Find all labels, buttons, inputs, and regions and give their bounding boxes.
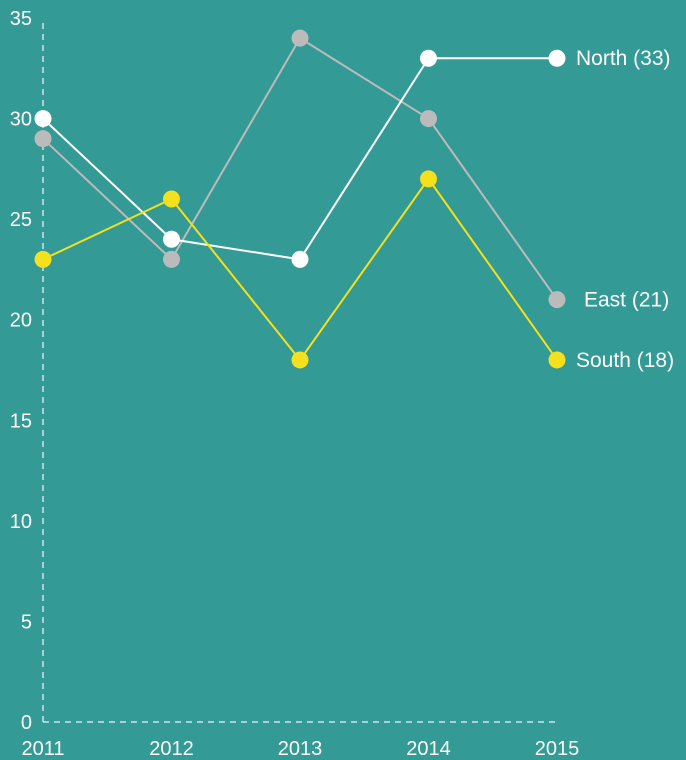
data-point-north (548, 49, 566, 67)
data-point-east (163, 250, 180, 268)
series-line-south (42, 177, 558, 362)
y-tick-label: 15 (10, 410, 32, 432)
data-point-east (420, 110, 437, 128)
axes: 0 5 10 15 20 25 30 35 2011 2012 2013 2014 2015 (10, 8, 580, 760)
data-point-south (34, 250, 52, 268)
y-tick-label: 0 (21, 712, 32, 734)
series-layer (34, 29, 566, 369)
data-point-east (291, 29, 309, 47)
data-point-east (34, 130, 52, 148)
series-label-north: North (33) (576, 47, 671, 70)
y-tick-label: 10 (10, 511, 32, 533)
y-tick-label: 25 (10, 209, 32, 231)
series-line-north (42, 57, 557, 261)
y-tick-label: 5 (21, 611, 32, 633)
data-point-south (420, 170, 437, 188)
data-point-north (420, 49, 437, 67)
x-tick-label: 2011 (21, 738, 64, 760)
data-point-north (163, 230, 180, 248)
y-tick-label: 20 (10, 310, 32, 332)
series-labels: East (21) North (33) South (18) (576, 47, 674, 372)
data-point-north (291, 250, 309, 268)
series-label-south: South (18) (576, 349, 674, 372)
data-point-south (548, 351, 566, 369)
x-tick-label: 2013 (278, 738, 323, 760)
data-point-south (291, 351, 309, 369)
series-label-east: East (21) (584, 289, 669, 312)
data-point-north (34, 110, 52, 128)
data-point-east (548, 291, 566, 309)
y-tick-label: 35 (10, 8, 32, 30)
y-tick-label: 30 (10, 109, 32, 131)
data-point-south (163, 190, 180, 208)
x-tick-label: 2014 (406, 738, 451, 760)
x-tick-label: 2015 (535, 738, 580, 760)
x-tick-label: 2012 (149, 738, 194, 760)
